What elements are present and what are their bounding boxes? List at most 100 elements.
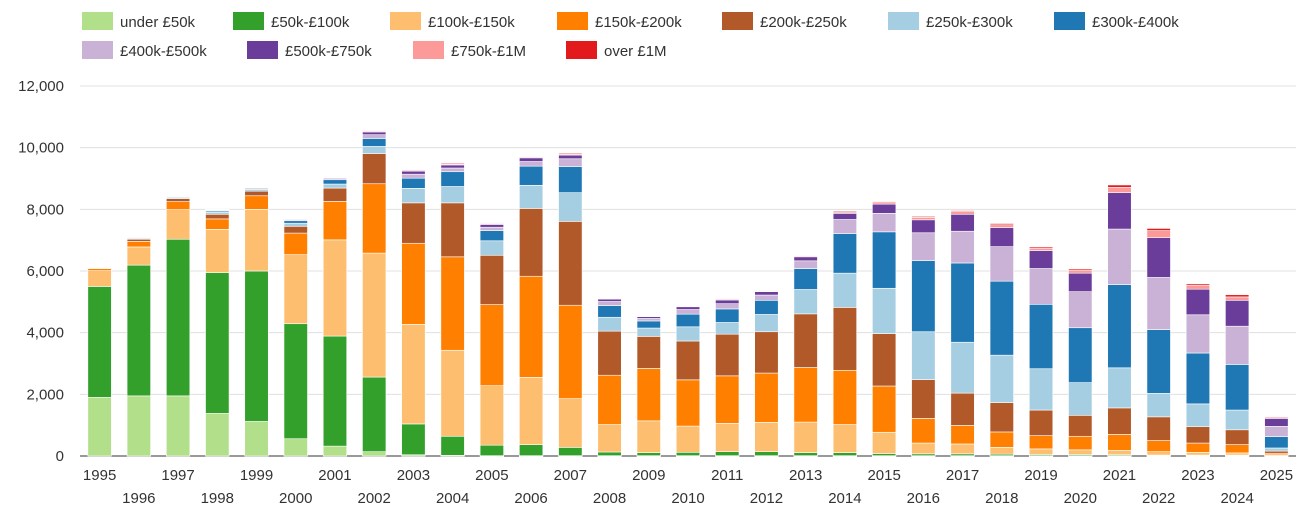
- bar-segment-2002-series-8: [362, 131, 387, 136]
- bar-segment-2012-series-4: [754, 331, 779, 374]
- bar-segment-2002-series-7: [362, 134, 387, 139]
- bar-segment-2021-series-8: [1107, 192, 1132, 230]
- bar-segment-2003-series-4: [401, 202, 426, 244]
- bar-segment-2010-series-7: [675, 309, 701, 315]
- bar-segment-2021-series-5: [1107, 367, 1132, 409]
- bar-segment-2005-series-2: [479, 385, 504, 446]
- bar-segment-2001-series-4: [322, 187, 348, 202]
- y-tick-label: 10,000: [18, 140, 64, 157]
- bar-segment-2023-series-7: [1185, 314, 1211, 354]
- legend-swatch-series-2: [390, 12, 421, 30]
- bar-segment-2015-series-2: [872, 431, 897, 454]
- bar-segment-2004-series-7: [440, 167, 465, 173]
- bar-segment-1996-series-4: [126, 238, 151, 242]
- legend-swatch-series-10: [566, 41, 597, 59]
- bar-segment-2002-series-3: [362, 183, 387, 254]
- bar-segment-1997-series-0: [165, 395, 191, 457]
- bar-segment-2003-series-10: [401, 169, 426, 171]
- bar-segment-2022-series-3: [1146, 440, 1171, 452]
- bar-segment-2024-series-2: [1225, 452, 1250, 456]
- x-tick-label-2005: 2005: [475, 467, 508, 484]
- bar-segment-2002-series-0: [362, 451, 387, 457]
- bar-segment-2000-series-0: [283, 438, 308, 457]
- x-tick-label-2003: 2003: [397, 467, 430, 484]
- bar-segment-2004-series-1: [440, 435, 465, 456]
- bar-segment-2010-series-1: [675, 451, 701, 456]
- bar-segment-2003-series-2: [401, 324, 426, 425]
- bar-segment-2022-series-9: [1146, 230, 1171, 239]
- x-tick-label-2018: 2018: [985, 490, 1018, 507]
- bar-segment-2000-series-3: [283, 232, 308, 255]
- bar-segment-2015-series-10: [872, 201, 897, 203]
- y-tick-label: 6,000: [26, 263, 64, 280]
- bar-segment-1999-series-0: [244, 421, 269, 457]
- bar-segment-2013-series-7: [793, 260, 818, 269]
- bar-segment-2016-series-5: [911, 331, 936, 380]
- legend-swatch-series-3: [557, 12, 588, 30]
- bar-segment-2016-series-7: [911, 232, 936, 261]
- x-tick-label-2002: 2002: [358, 490, 391, 507]
- bar-segment-2022-series-6: [1146, 329, 1171, 394]
- bar-segment-2025-series-8: [1264, 418, 1289, 427]
- bar-segment-2012-series-10: [754, 290, 779, 292]
- bar-segment-2019-series-8: [1028, 250, 1054, 269]
- bar-segment-2005-series-5: [479, 240, 504, 256]
- legend-label-series-1: £50k-£100k: [271, 14, 350, 31]
- x-tick-label-2010: 2010: [671, 490, 704, 507]
- bar-segment-2006-series-6: [519, 165, 544, 186]
- bar-segment-2018-series-9: [989, 224, 1014, 228]
- bar-segment-2006-series-3: [519, 275, 544, 378]
- bar-segment-2010-series-6: [675, 313, 701, 328]
- bar-segment-2001-series-6: [322, 179, 348, 185]
- bar-segment-2012-series-8: [754, 291, 779, 296]
- bar-segment-2002-series-5: [362, 146, 387, 154]
- x-tick-label-1999: 1999: [240, 467, 273, 484]
- bar-segment-2016-series-9: [911, 217, 936, 221]
- bar-segment-2017-series-8: [950, 213, 975, 232]
- bar-segment-2007-series-8: [558, 154, 583, 160]
- bar-segment-2018-series-5: [989, 354, 1014, 403]
- bar-segment-2014-series-2: [832, 424, 857, 453]
- bar-segment-2008-series-10: [597, 297, 622, 299]
- bar-segment-2018-series-6: [989, 280, 1014, 356]
- bar-segment-2017-series-10: [950, 210, 975, 212]
- bar-segment-1999-series-4: [244, 190, 269, 197]
- bar-segment-2020-series-9: [1068, 269, 1093, 274]
- legend-label-series-8: £500k-£750k: [285, 43, 372, 60]
- bar-segment-2000-series-4: [283, 225, 308, 234]
- bar-segment-2019-series-4: [1028, 409, 1054, 436]
- bar-segment-2004-series-5: [440, 186, 465, 204]
- bar-segment-2007-series-10: [558, 152, 583, 155]
- bar-segment-2013-series-4: [793, 313, 818, 368]
- bar-segment-2002-series-10: [362, 130, 387, 132]
- bar-segment-1998-series-2: [205, 229, 230, 273]
- bar-segment-2016-series-8: [911, 219, 936, 234]
- bar-segment-2025-series-7: [1264, 426, 1289, 437]
- bar-segment-2024-series-4: [1225, 429, 1250, 445]
- bar-segment-2005-series-7: [479, 226, 504, 231]
- legend-label-series-2: £100k-£150k: [428, 14, 515, 31]
- bar-segment-2005-series-1: [479, 444, 504, 456]
- bar-segment-2015-series-1: [872, 453, 897, 456]
- bar-segment-2005-series-3: [479, 304, 504, 387]
- bar-segment-2017-series-3: [950, 425, 975, 445]
- y-axis: 0 2,000 4,000 6,000 8,000 10,000 12,000: [18, 78, 64, 465]
- bar-segment-2011-series-2: [715, 423, 740, 452]
- bar-segment-2013-series-2: [793, 421, 818, 453]
- bar-segment-2009-series-2: [636, 420, 661, 453]
- bar-segment-2012-series-7: [754, 294, 779, 301]
- bar-segment-2021-series-10: [1107, 184, 1132, 188]
- bar-segment-2013-series-8: [793, 256, 818, 262]
- bar-segment-2014-series-10: [832, 210, 857, 213]
- bar-segment-2010-series-8: [675, 306, 701, 310]
- bar-segment-2006-series-8: [519, 157, 544, 162]
- bar-segment-2011-series-7: [715, 303, 740, 310]
- bar-segment-2002-series-2: [362, 252, 387, 378]
- bar-segment-2008-series-3: [597, 374, 622, 425]
- x-tick-label-2022: 2022: [1142, 490, 1175, 507]
- bar-segment-2012-series-5: [754, 314, 779, 333]
- bar-segment-2008-series-1: [597, 451, 622, 456]
- bar-segment-2021-series-3: [1107, 434, 1132, 451]
- x-tick-label-2008: 2008: [593, 490, 626, 507]
